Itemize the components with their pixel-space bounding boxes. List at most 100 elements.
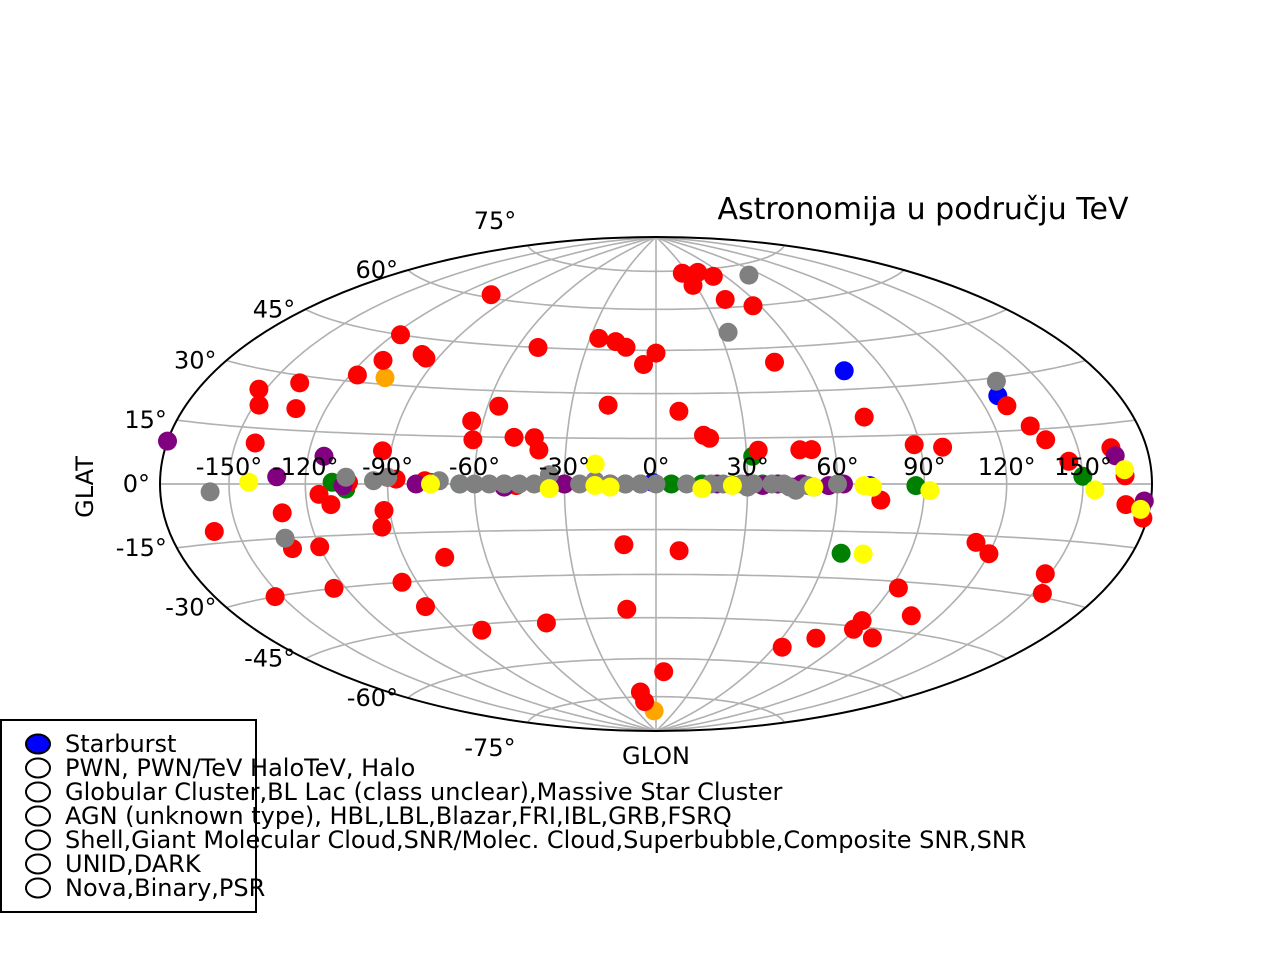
data-point: [703, 266, 723, 286]
lon-tick-label: 150°: [1054, 453, 1112, 481]
data-point: [324, 578, 344, 598]
data-point: [802, 440, 822, 460]
data-point: [489, 396, 509, 416]
parallel-line: [226, 359, 1086, 395]
data-point: [392, 572, 412, 592]
data-point: [364, 471, 383, 491]
legend-label: Globular Cluster,BL Lac (class unclear),…: [65, 778, 782, 806]
parallel-line: [407, 269, 905, 311]
data-point: [373, 441, 392, 461]
data-point: [862, 628, 882, 648]
lat-tick-label: 15°: [124, 406, 167, 434]
lon-tick-label: -60°: [449, 453, 500, 481]
data-point: [450, 474, 470, 494]
data-point: [677, 474, 697, 494]
data-point: [528, 338, 548, 357]
lon-tick-label: -120°: [272, 453, 338, 481]
data-point: [901, 606, 921, 626]
data-point: [1035, 564, 1055, 584]
data-point: [465, 474, 484, 494]
data-point: [834, 361, 854, 381]
data-point: [416, 348, 436, 368]
legend-label: Starburst: [65, 730, 176, 758]
plot-boundary: [159, 236, 1153, 732]
legend-marker: [25, 781, 51, 803]
data-point: [743, 296, 763, 316]
data-point: [463, 430, 483, 450]
data-point: [504, 427, 524, 447]
data-point: [321, 495, 341, 515]
data-point: [1085, 480, 1105, 500]
data-point: [722, 476, 742, 495]
legend-label: Nova,Binary,PSR: [65, 874, 265, 902]
data-point: [435, 547, 455, 567]
lat-tick-label: -60°: [347, 684, 398, 712]
legend-label: UNID,DARK: [65, 850, 202, 878]
data-point: [634, 355, 653, 374]
data-point: [614, 535, 634, 555]
longitude-tick-labels: -150° -120° -90° -60° -30° 0° 30° 60° 90° 120° 150…: [196, 453, 1112, 481]
data-point: [669, 401, 689, 421]
data-point: [598, 395, 618, 415]
legend-marker: [25, 829, 51, 851]
data-point: [589, 328, 609, 348]
data-point: [683, 275, 703, 295]
data-point: [888, 578, 908, 598]
parallel-line: [407, 657, 905, 699]
parallel-line: [226, 573, 1086, 609]
data-point: [700, 428, 720, 448]
data-point: [374, 501, 394, 520]
data-point: [904, 435, 924, 455]
data-point: [765, 352, 784, 372]
data-point: [286, 399, 306, 419]
data-point: [600, 477, 620, 497]
data-point: [267, 467, 287, 487]
data-point: [646, 474, 666, 494]
data-point: [1105, 446, 1125, 466]
data-point: [290, 373, 310, 393]
parallel-line: [526, 695, 786, 724]
lat-tick-label: 75°: [474, 207, 517, 235]
lon-tick-label: 0°: [642, 453, 669, 481]
data-point: [529, 440, 549, 460]
legend-marker: [25, 757, 51, 779]
data-point: [336, 467, 356, 487]
data-point: [494, 474, 514, 494]
y-axis-label: GLAT: [71, 456, 99, 518]
data-point: [631, 474, 651, 494]
legend-label: AGN (unknown type), HBL,LBL,Blazar,FRI,I…: [65, 802, 732, 830]
data-point: [375, 368, 395, 388]
data-point: [986, 371, 1006, 391]
data-point: [391, 325, 410, 345]
data-point: [372, 517, 392, 537]
data-point: [554, 474, 574, 494]
data-point: [200, 482, 220, 502]
lat-tick-label: -45°: [244, 645, 295, 673]
parallel-line: [304, 616, 1008, 660]
lon-tick-label: -150°: [196, 453, 262, 481]
data-point: [1020, 416, 1040, 436]
lon-tick-label: 120°: [978, 453, 1036, 481]
data-point: [772, 637, 792, 657]
data-point: [421, 474, 440, 494]
data-point: [748, 440, 768, 460]
data-point: [373, 350, 393, 370]
data-point: [828, 474, 847, 494]
data-point: [966, 532, 986, 552]
data-point: [275, 528, 295, 548]
data-point: [1115, 460, 1134, 480]
data-point: [347, 365, 367, 385]
data-point: [852, 611, 872, 631]
data-point: [239, 472, 259, 492]
data-point: [1032, 584, 1052, 603]
data-point: [416, 597, 435, 617]
data-point: [570, 474, 590, 494]
data-point: [1059, 451, 1079, 471]
data-point: [585, 454, 605, 474]
data-point: [585, 476, 605, 495]
x-axis-label: GLON: [622, 742, 690, 770]
lon-tick-label: 60°: [816, 453, 859, 481]
data-point: [310, 537, 330, 557]
